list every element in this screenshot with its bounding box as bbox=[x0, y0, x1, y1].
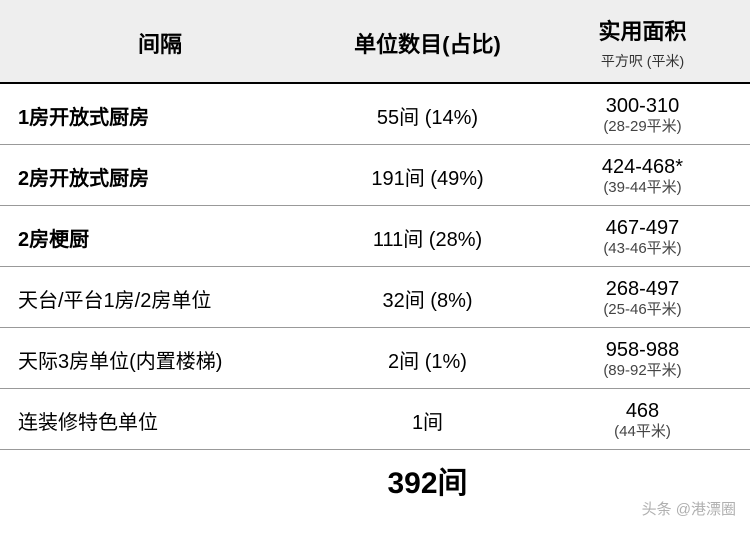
total-units: 392间 bbox=[320, 450, 535, 511]
area-sub: (43-46平米) bbox=[543, 240, 742, 258]
watermark: 头条 @港漂圈 bbox=[642, 498, 736, 519]
cell-units: 55间 (14%) bbox=[320, 83, 535, 145]
header-layout: 间隔 bbox=[0, 0, 320, 83]
cell-layout: 连装修特色单位 bbox=[0, 389, 320, 450]
cell-area: 958-988(89-92平米) bbox=[535, 328, 750, 389]
area-sub: (28-29平米) bbox=[543, 118, 742, 136]
cell-area: 468(44平米) bbox=[535, 389, 750, 450]
cell-units: 2间 (1%) bbox=[320, 328, 535, 389]
table-row: 天际3房单位(内置楼梯)2间 (1%)958-988(89-92平米) bbox=[0, 328, 750, 389]
area-sub: (39-44平米) bbox=[543, 179, 742, 197]
table-row: 天台/平台1房/2房单位32间 (8%)268-497(25-46平米) bbox=[0, 267, 750, 328]
total-row: 392间 bbox=[0, 450, 750, 511]
area-main: 424-468* bbox=[543, 155, 742, 179]
area-main: 268-497 bbox=[543, 277, 742, 301]
area-main: 300-310 bbox=[543, 94, 742, 118]
header-area: 实用面积 平方呎 (平米) bbox=[535, 0, 750, 83]
cell-units: 32间 (8%) bbox=[320, 267, 535, 328]
cell-layout: 1房开放式厨房 bbox=[0, 83, 320, 145]
cell-units: 191间 (49%) bbox=[320, 145, 535, 206]
cell-area: 467-497(43-46平米) bbox=[535, 206, 750, 267]
area-sub: (44平米) bbox=[543, 423, 742, 441]
area-main: 468 bbox=[543, 399, 742, 423]
cell-area: 268-497(25-46平米) bbox=[535, 267, 750, 328]
table-row: 2房梗厨111间 (28%)467-497(43-46平米) bbox=[0, 206, 750, 267]
cell-area: 424-468*(39-44平米) bbox=[535, 145, 750, 206]
cell-units: 111间 (28%) bbox=[320, 206, 535, 267]
table-header-row: 间隔 单位数目(占比) 实用面积 平方呎 (平米) bbox=[0, 0, 750, 83]
header-units: 单位数目(占比) bbox=[320, 0, 535, 83]
header-area-main: 实用面积 bbox=[598, 19, 686, 44]
cell-layout: 2房梗厨 bbox=[0, 206, 320, 267]
area-sub: (25-46平米) bbox=[543, 301, 742, 319]
area-sub: (89-92平米) bbox=[543, 362, 742, 380]
cell-layout: 2房开放式厨房 bbox=[0, 145, 320, 206]
cell-layout: 天际3房单位(内置楼梯) bbox=[0, 328, 320, 389]
unit-layout-table: 间隔 单位数目(占比) 实用面积 平方呎 (平米) 1房开放式厨房55间 (14… bbox=[0, 0, 750, 510]
cell-layout: 天台/平台1房/2房单位 bbox=[0, 267, 320, 328]
area-main: 958-988 bbox=[543, 338, 742, 362]
header-area-sub: 平方呎 (平米) bbox=[601, 53, 684, 69]
table-row: 连装修特色单位1间468(44平米) bbox=[0, 389, 750, 450]
area-main: 467-497 bbox=[543, 216, 742, 240]
table-row: 2房开放式厨房191间 (49%)424-468*(39-44平米) bbox=[0, 145, 750, 206]
table-row: 1房开放式厨房55间 (14%)300-310(28-29平米) bbox=[0, 83, 750, 145]
cell-units: 1间 bbox=[320, 389, 535, 450]
cell-area: 300-310(28-29平米) bbox=[535, 83, 750, 145]
